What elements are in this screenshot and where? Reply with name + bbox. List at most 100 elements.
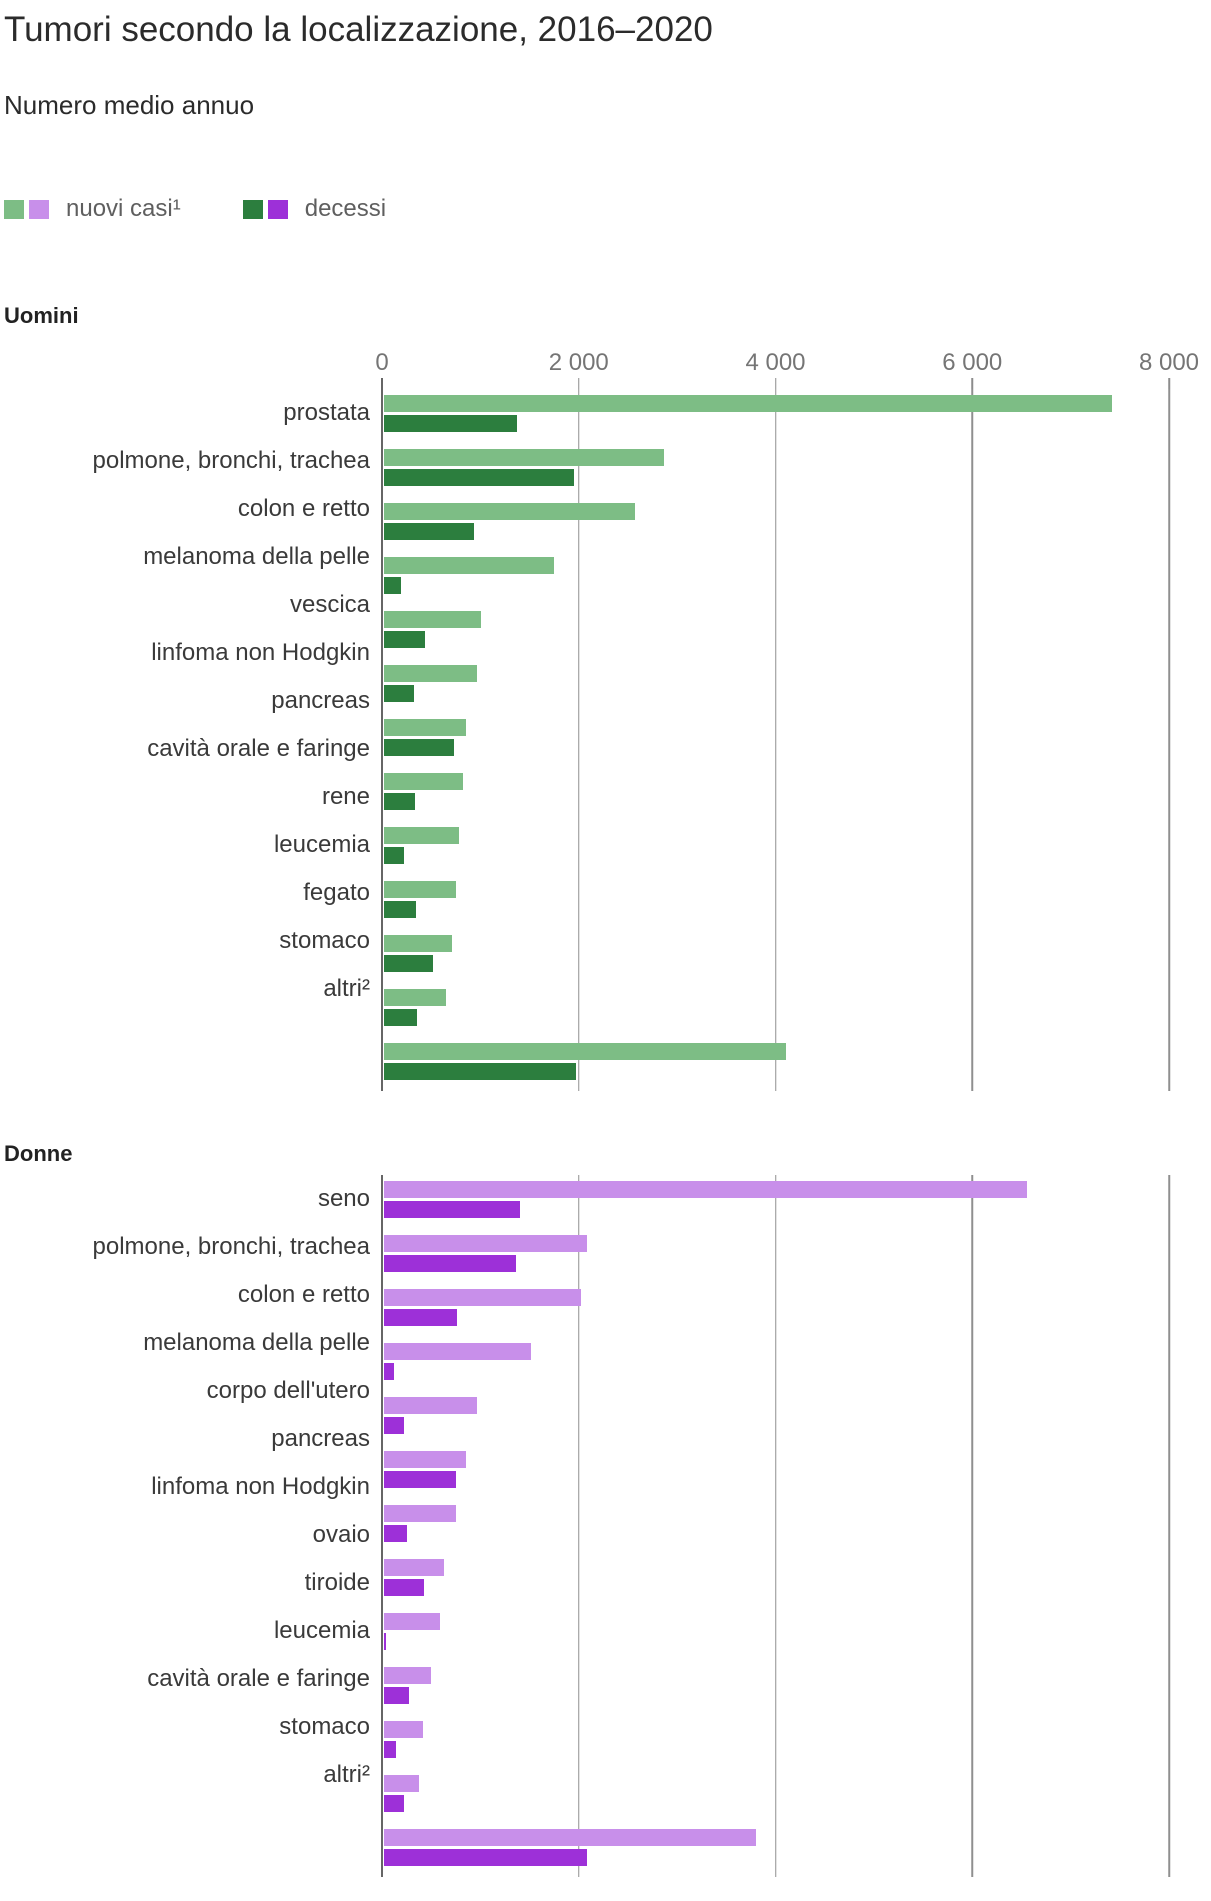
gridline	[1168, 389, 1170, 1091]
category-label: altri²	[323, 1761, 370, 1788]
chart-row	[382, 449, 1169, 497]
gridline	[971, 1175, 973, 1877]
bar-nuovi-casi	[384, 1613, 441, 1630]
category-label: leucemia	[273, 1617, 370, 1644]
bar-decessi	[384, 1687, 410, 1704]
category-label: leucemia	[273, 831, 370, 858]
legend-label-deaths: decessi	[304, 195, 387, 222]
legend-swatch-new-cases-women-icon	[29, 199, 49, 219]
section-heading-men: Uomini	[4, 303, 79, 328]
bar-nuovi-casi	[384, 935, 452, 952]
gridline	[578, 389, 580, 1091]
x-axis-tick-label: 4 000	[745, 349, 806, 376]
bar-nuovi-casi	[384, 1505, 456, 1522]
chart-row	[382, 1613, 1169, 1661]
bar-nuovi-casi	[384, 827, 460, 844]
section-heading-women: Donne	[4, 1141, 73, 1166]
bar-decessi	[384, 1063, 576, 1080]
category-label: linfoma non Hodgkin	[151, 1473, 370, 1500]
bar-decessi	[384, 1363, 394, 1380]
chart-row	[382, 1775, 1169, 1823]
gridline	[774, 1175, 777, 1877]
bar-decessi	[384, 1309, 458, 1326]
category-labels-column: seno polmone, bronchi, trachea colon e ret…	[4, 1175, 382, 1877]
category-label: polmone, bronchi, trachea	[92, 1233, 371, 1260]
category-label: linfoma non Hodgkin	[151, 639, 370, 666]
page-subtitle: Numero medio annuo	[4, 90, 255, 120]
chart-row	[382, 881, 1169, 929]
bar-decessi	[384, 1525, 408, 1542]
bar-nuovi-casi	[384, 719, 467, 736]
chart-row	[382, 1451, 1169, 1499]
category-label: corpo dell'utero	[206, 1377, 370, 1404]
category-label: ovaio	[312, 1521, 370, 1548]
bar-decessi	[384, 1795, 405, 1812]
x-axis-ticks	[381, 377, 1170, 389]
legend: nuovi casi¹ decessi	[4, 195, 1205, 223]
bar-decessi	[384, 1579, 424, 1596]
x-axis-tick-mark	[578, 378, 580, 389]
gridline	[1168, 1175, 1170, 1877]
bar-decessi	[384, 1741, 396, 1758]
chart-row	[382, 1235, 1169, 1283]
bar-nuovi-casi	[384, 1775, 419, 1792]
bar-decessi	[384, 1471, 456, 1488]
bar-decessi	[384, 685, 414, 702]
x-axis: 0 2 000 4 000 6 000 8 000	[375, 347, 1199, 377]
category-label: polmone, bronchi, trachea	[92, 447, 371, 474]
gridline	[971, 389, 973, 1091]
category-label: colon e retto	[237, 495, 370, 522]
chart-row	[382, 773, 1169, 821]
chart-row	[382, 1667, 1169, 1715]
chart-row	[382, 395, 1169, 443]
category-label: pancreas	[271, 1425, 370, 1452]
chart-row	[382, 1181, 1169, 1229]
category-label: melanoma della pelle	[143, 543, 370, 570]
y-axis-line	[381, 389, 383, 1091]
chart-uomini: 0 2 000 4 000 6 000 8 000 prostata polmone, br…	[4, 347, 1199, 1091]
category-label: rene	[321, 783, 370, 810]
bar-nuovi-casi	[384, 1559, 444, 1576]
chart-row	[382, 1559, 1169, 1607]
chart-row	[382, 1721, 1169, 1769]
x-axis-tick-label: 2 000	[548, 349, 609, 376]
bar-nuovi-casi	[384, 1397, 478, 1414]
category-label: stomaco	[279, 927, 370, 954]
bar-decessi	[384, 793, 416, 810]
bar-nuovi-casi	[384, 1829, 756, 1846]
chart-row	[382, 827, 1169, 875]
category-label: melanoma della pelle	[143, 1329, 370, 1356]
category-label: tiroide	[304, 1569, 370, 1596]
bar-decessi	[384, 1255, 516, 1272]
chart-row	[382, 503, 1169, 551]
chart-donne: seno polmone, bronchi, trachea colon e ret…	[4, 1175, 1170, 1877]
x-axis-ticks-row	[4, 377, 1170, 389]
bar-decessi	[384, 1009, 417, 1026]
y-axis-line	[381, 1175, 383, 1877]
bar-nuovi-casi	[384, 1043, 787, 1060]
category-label: vescica	[289, 591, 370, 618]
legend-swatch-deaths-men-icon	[242, 199, 263, 219]
x-axis-tick-label: 6 000	[942, 349, 1003, 376]
bar-decessi	[384, 955, 434, 972]
bar-nuovi-casi	[384, 1451, 467, 1468]
category-label: stomaco	[279, 1713, 370, 1740]
gridline	[578, 1175, 580, 1877]
bar-decessi	[384, 631, 426, 648]
chart-row	[382, 557, 1169, 605]
page-title: Tumori secondo la localizzazione, 2016–2…	[4, 10, 713, 49]
chart-row	[382, 1343, 1169, 1391]
plot-area	[381, 1175, 1170, 1877]
chart-body: prostata polmone, bronchi, trachea colon e…	[4, 389, 1170, 1091]
bar-decessi	[384, 469, 574, 486]
category-label: pancreas	[271, 687, 370, 714]
bar-decessi	[384, 1201, 520, 1218]
bar-decessi	[384, 415, 517, 432]
bar-decessi	[384, 739, 454, 756]
bar-decessi	[384, 1849, 587, 1866]
bar-decessi	[384, 1417, 405, 1434]
chart-row	[382, 1397, 1169, 1445]
x-axis-labels-row: 0 2 000 4 000 6 000 8 000	[4, 347, 1199, 377]
legend-swatch-deaths-women-icon	[267, 199, 288, 219]
